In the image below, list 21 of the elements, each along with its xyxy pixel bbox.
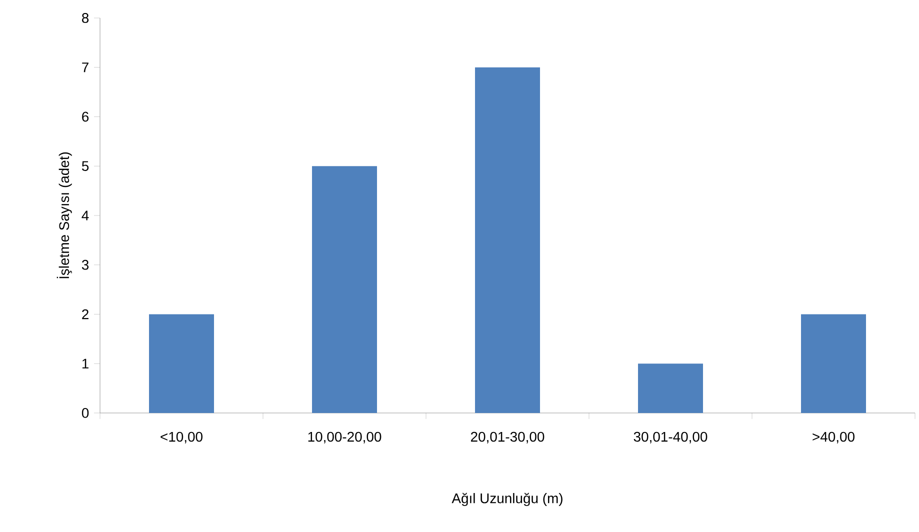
x-tick-label: <10,00 [160, 432, 202, 444]
y-tick-label: 3 [82, 260, 89, 270]
y-tick-label: 5 [82, 161, 89, 171]
x-tick-label: >40,00 [812, 432, 854, 444]
y-tick-label: 1 [82, 358, 88, 368]
x-axis-title: Ağıl Uzunluğu (m) [452, 492, 562, 506]
x-tick-label: 20,01-30,00 [470, 432, 544, 444]
x-tick-label: 10,00-20,00 [308, 432, 382, 444]
bar [638, 364, 704, 413]
bar [801, 314, 866, 413]
y-tick-label: 0 [82, 408, 89, 418]
bar [149, 314, 214, 413]
bar [312, 166, 378, 413]
y-tick-label: 4 [82, 210, 89, 220]
x-tick-label: 30,01-40,00 [634, 432, 708, 444]
y-tick-label: 8 [82, 13, 89, 23]
y-tick-label: 7 [82, 62, 88, 72]
y-axis-title: İşletme Sayısı (adet) [56, 152, 72, 278]
y-tick-label: 6 [82, 112, 89, 122]
bar [475, 67, 540, 413]
y-tick-label: 2 [82, 309, 88, 320]
